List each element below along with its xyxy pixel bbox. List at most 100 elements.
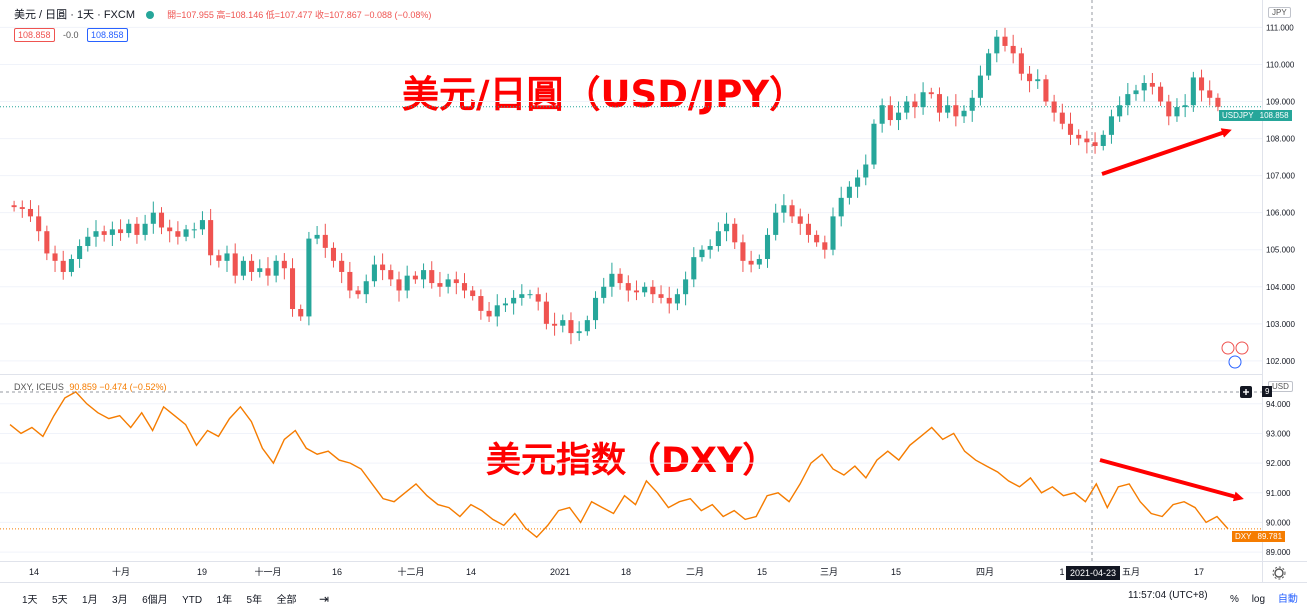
dxy-line-series [0,391,1262,539]
usdjpy-candle-body [421,270,427,280]
usdjpy-axis-tick: 106.000 [1266,209,1295,218]
usdjpy-candle-body [1002,36,1008,46]
usdjpy-candle-body [986,53,992,76]
earnings-events-icon[interactable] [1221,341,1249,369]
range-3m-button[interactable]: 3月 [112,595,128,606]
usdjpy-candle-body [1059,112,1065,124]
goto-date-icon[interactable]: ⇥ [319,592,330,606]
usdjpy-candle-body [1182,105,1188,108]
range-6m-button[interactable]: 6個月 [142,595,168,606]
usdjpy-candle-body [658,294,664,298]
spread-value: -0.0 [63,30,79,40]
range-5y-button[interactable]: 5年 [246,595,263,606]
time-axis-label: 二月 [686,567,704,577]
time-axis-label: 14 [29,567,39,577]
dxy-axis-tick: 89.000 [1266,548,1291,557]
usdjpy-grid [0,26,1262,362]
usdjpy-candle-body [1125,94,1131,106]
usdjpy-candle-body [158,212,165,228]
dxy-axis-tick: 92.000 [1266,459,1291,468]
usdjpy-candle-body [232,253,238,276]
add-pane-icon[interactable] [1240,386,1252,398]
usdjpy-candle-body [650,286,656,295]
usdjpy-candle-body [52,253,58,261]
usdjpy-candle-body [920,92,926,108]
usdjpy-candle-body [470,290,476,297]
usdjpy-candle-body [838,197,844,217]
usdjpy-candle-body [691,257,697,280]
bid-price[interactable]: 108.858 [14,28,55,42]
range-all-button[interactable]: 全部 [276,595,297,606]
dxy-label: DXY, ICEUS [14,382,64,392]
usdjpy-candle-body [1010,45,1016,54]
usdjpy-candle-body [1027,73,1033,82]
time-axis-label: 19 [197,567,207,577]
usdjpy-candle-body [257,268,263,272]
usdjpy-candle-body [118,229,124,234]
dxy-axis-tick: 94.000 [1266,400,1291,409]
usdjpy-candle-body [879,105,885,124]
usdjpy-candle-body [396,279,402,291]
range-1d-button[interactable]: 1天 [22,595,38,606]
time-axis-label: 2021 [550,567,570,577]
dxy-line [9,391,1229,539]
range-ytd-button[interactable]: YTD [182,595,203,606]
axis-mode-controls: % log 自動 [1230,590,1298,605]
usdjpy-candle-body [871,123,877,165]
usdjpy-candle-body [363,281,369,295]
range-1m-button[interactable]: 1月 [82,595,98,606]
usdjpy-candle-body [109,229,115,235]
usdjpy-candle-body [281,260,287,269]
usdjpy-candle-body [1207,90,1213,98]
log-toggle[interactable]: log [1251,594,1266,605]
usdjpy-candle-body [617,273,623,284]
usdjpy-candle-body [224,253,230,261]
chart-canvas[interactable]: 102.000 103.000 104.000 105.000 106.000 107.0… [0,0,1307,582]
usdjpy-candle-body [437,283,443,287]
usdjpy-candle-body [666,297,672,304]
market-status-icon [146,11,155,20]
usdjpy-axis-tick: 108.000 [1266,135,1295,144]
usdjpy-candle-body [1133,90,1139,95]
usdjpy-axis-tick: 105.000 [1266,246,1295,255]
usdjpy-axis-tick: 107.000 [1266,172,1295,181]
time-axis-label: 三月 [820,567,838,577]
time-axis-label: 十月 [112,566,130,577]
auto-toggle[interactable]: 自動 [1277,594,1298,605]
usdjpy-candle-body [486,310,492,317]
usdjpy-candle-body [576,331,582,334]
dxy-axis-tick: 91.000 [1266,489,1291,498]
usdjpy-candle-body [805,223,811,235]
usdjpy-candle-body [773,212,779,235]
usdjpy-candle-body [142,223,148,235]
usdjpy-candle-body [552,323,558,326]
time-axis-label: 十一月 [254,566,281,577]
usdjpy-candle-body [633,290,640,293]
usdjpy-candle-body [298,309,304,317]
dxy-crosshair-value-tag: 9 [1262,386,1273,397]
symbol-title[interactable]: 美元 / 日圓 · 1天 · FXCM [14,9,135,21]
usdjpy-candle-body [1018,53,1024,74]
usdjpy-price-axis[interactable]: 102.000 103.000 104.000 105.000 106.000 107.0… [1266,23,1295,365]
usdjpy-candle-body [306,238,312,317]
pane-separator[interactable] [0,374,1262,375]
usdjpy-candle-body [953,105,959,117]
usdjpy-candle-body [846,186,852,198]
usdjpy-candle-body [764,234,771,259]
usdjpy-candle-body [732,223,738,243]
usdjpy-candle-body [994,36,1000,54]
range-5d-button[interactable]: 5天 [52,595,68,606]
dxy-header: DXY, ICEUS 90.859 −0.474 (−0.52%) [14,382,166,392]
usdjpy-candle-body [175,231,181,237]
currency-badge[interactable]: JPY [1268,7,1291,18]
dxy-price-axis[interactable]: 89.000 90.000 91.000 92.000 93.000 94.000 [1266,400,1291,557]
usdjpy-candle-body [453,279,459,284]
usdjpy-candle-body [1076,134,1082,139]
usdjpy-candle-body [322,234,328,248]
time-axis[interactable]: 14 十月 19 十一月 16 十二月 14 2021 18 二月 15 三月 15 四月 1 五月 17 [29,566,1204,577]
range-1y-button[interactable]: 1年 [216,595,233,606]
ask-price[interactable]: 108.858 [86,28,128,42]
axis-settings-icon[interactable] [1272,566,1286,580]
percent-toggle[interactable]: % [1230,594,1239,605]
usdjpy-candle-body [756,258,762,265]
